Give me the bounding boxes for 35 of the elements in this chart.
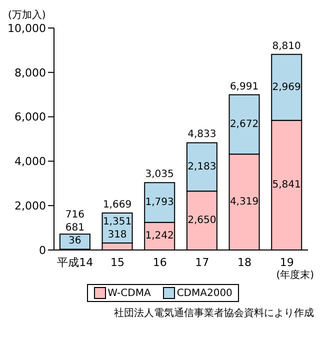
- data-label: 318: [108, 229, 127, 240]
- y-tick-label: 6,000: [14, 110, 46, 124]
- total-label: 8,810: [272, 40, 301, 52]
- text: 社団法人電気通信事業者協会資料により作成: [113, 306, 315, 320]
- data-label: 5,841: [272, 180, 301, 191]
- x-tick-label: 18: [238, 256, 252, 269]
- total-label: 1,669: [102, 199, 132, 210]
- x-tick-label: 16: [152, 256, 167, 269]
- y-axis-title: (万加入): [8, 8, 46, 22]
- total-label: 6,991: [230, 81, 259, 92]
- y-tick-label: 0: [39, 244, 46, 257]
- data-label: 4,319: [230, 196, 259, 208]
- x-tick-label: 平成14: [57, 256, 94, 269]
- y-tick-label: 10,000: [8, 22, 46, 35]
- data-label: 1,351: [102, 216, 132, 228]
- data-label: 2,672: [230, 118, 259, 130]
- total-label: 4,833: [188, 129, 216, 140]
- data-label: 1,242: [145, 230, 174, 242]
- data-label: 2,650: [188, 215, 216, 226]
- total-label: 716: [65, 210, 84, 221]
- x-axis-title: (年度末): [275, 268, 315, 282]
- data-label: 1,793: [145, 197, 174, 208]
- y-tick-label: 8,000: [14, 66, 46, 80]
- y-tick-label: 4,000: [14, 155, 46, 168]
- legend-label: CDMA2000: [176, 287, 232, 299]
- data-label: 2,969: [272, 82, 301, 93]
- y-tick-label: 2,000: [14, 200, 46, 213]
- data-label: 2,183: [188, 161, 216, 172]
- data-label: 36: [68, 236, 82, 247]
- total-label: 3,035: [145, 169, 174, 180]
- data-label: 681: [65, 222, 84, 234]
- x-tick-label: 15: [110, 256, 124, 269]
- x-tick-label: 19: [280, 256, 294, 269]
- x-tick-label: 17: [195, 256, 210, 269]
- legend-label: W-CDMA: [106, 287, 151, 299]
